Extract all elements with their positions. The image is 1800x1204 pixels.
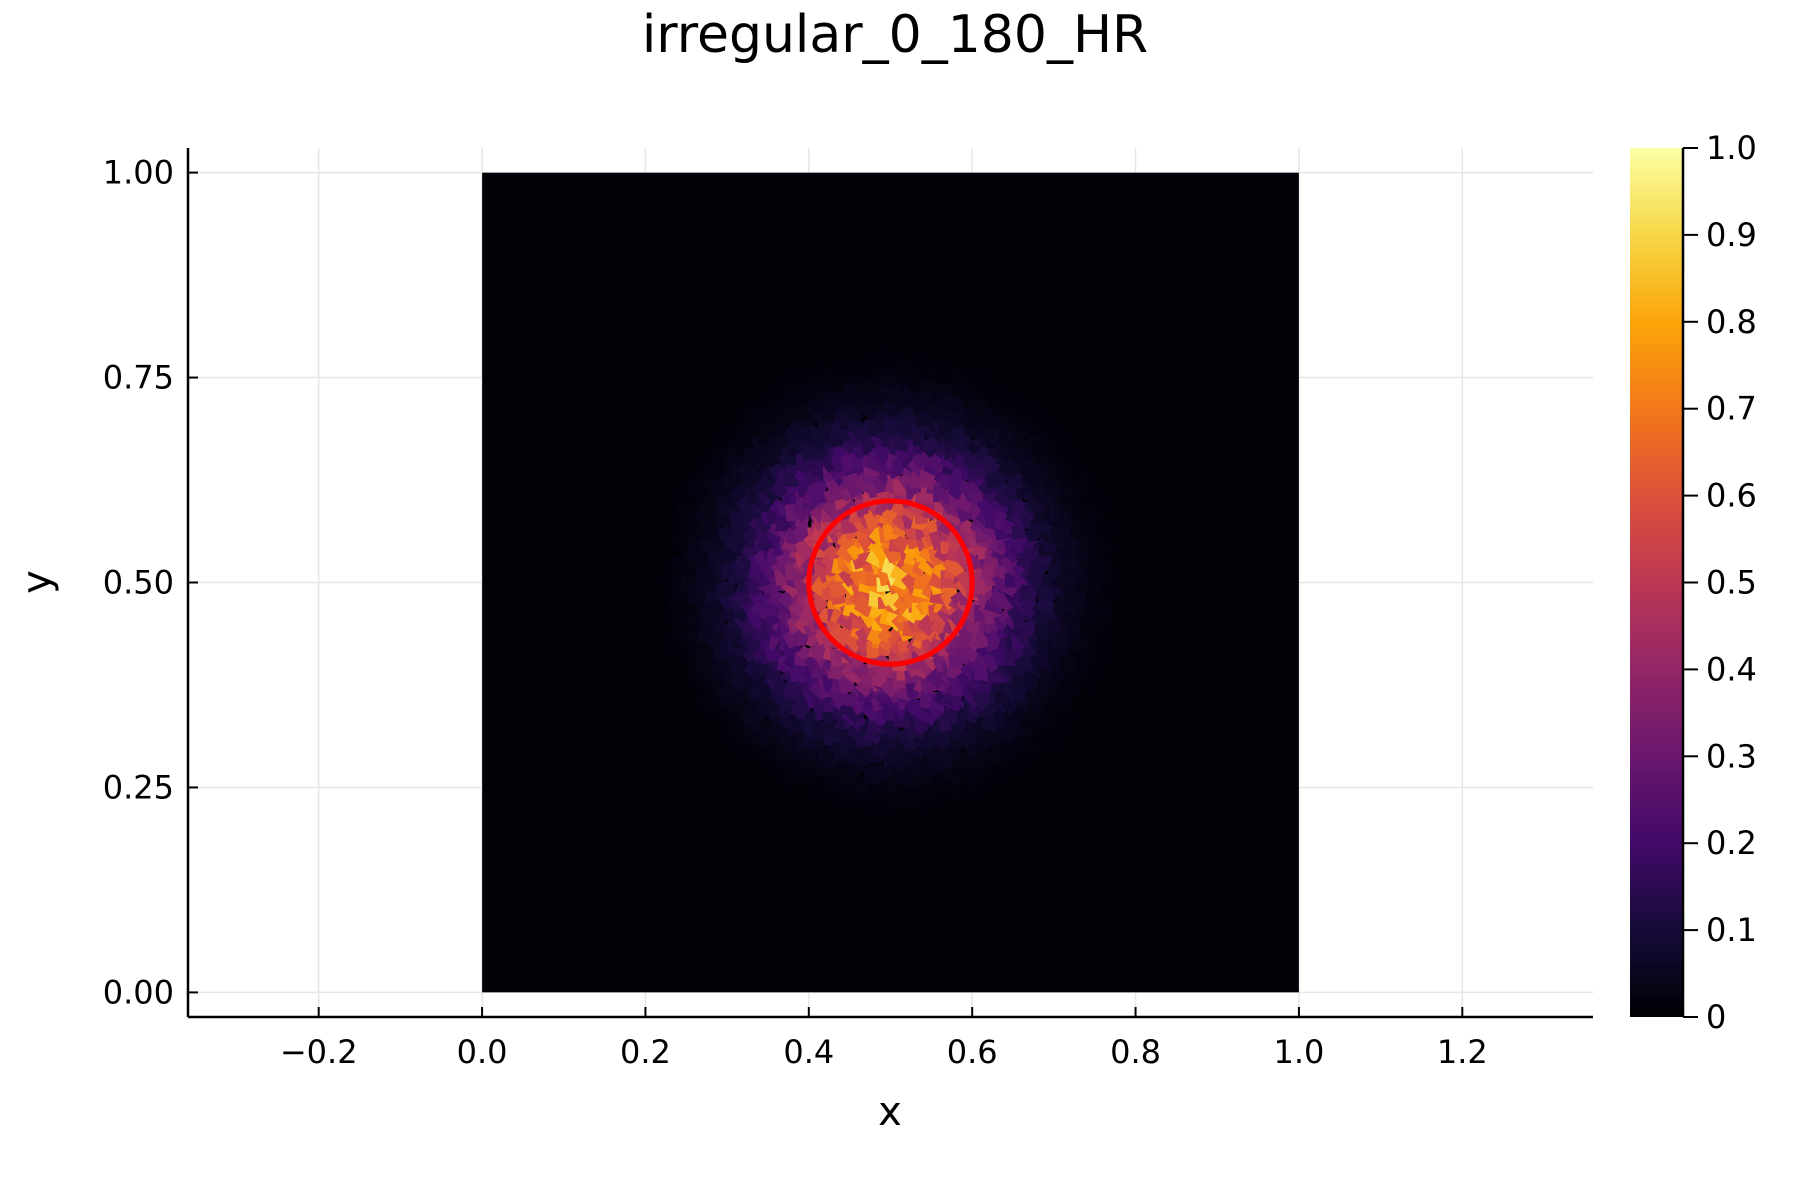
field-cell bbox=[1107, 588, 1120, 601]
field-cell bbox=[1011, 401, 1027, 417]
x-tick-label: 0.6 bbox=[947, 1033, 998, 1071]
y-axis-label: y bbox=[14, 570, 60, 594]
colorbar-tick-label: 0.1 bbox=[1706, 911, 1757, 949]
colorbar-tick-label: 0.6 bbox=[1706, 477, 1757, 515]
y-tick-label: 0.75 bbox=[103, 359, 174, 397]
y-tick-label: 0.50 bbox=[103, 564, 174, 602]
field-cell bbox=[1066, 682, 1081, 697]
colorbar-tick-label: 0.5 bbox=[1706, 564, 1757, 602]
colorbar-tick-label: 0.2 bbox=[1706, 824, 1757, 862]
y-tick-label: 0.25 bbox=[103, 768, 174, 806]
colorbar-tick-label: 0.9 bbox=[1706, 216, 1757, 254]
colorbar-tick-label: 0 bbox=[1706, 998, 1726, 1036]
y-tick-label: 1.00 bbox=[103, 154, 174, 192]
chart-title: irregular_0_180_HR bbox=[642, 5, 1148, 65]
y-tick-label: 0.00 bbox=[103, 973, 174, 1011]
colorbar-tick-label: 0.3 bbox=[1706, 737, 1757, 775]
x-axis-label: x bbox=[878, 1089, 902, 1135]
x-tick-label: 0.2 bbox=[620, 1033, 671, 1071]
y-ticks: 0.00 0.25 0.50 0.75 1.00 bbox=[103, 154, 198, 1012]
x-tick-label: 0.0 bbox=[457, 1033, 508, 1071]
colorbar-tick-label: 0.8 bbox=[1706, 303, 1757, 341]
field-cell bbox=[1087, 682, 1099, 694]
x-tick-label: 1.2 bbox=[1437, 1033, 1488, 1071]
field-cell bbox=[1093, 495, 1107, 509]
colorbar: 0 0.1 0.2 0.3 0.4 0.5 0.6 0.7 0.8 0.9 1.0 bbox=[1630, 129, 1757, 1036]
heatmap-field bbox=[482, 173, 1299, 993]
x-tick-label: 0.4 bbox=[783, 1033, 834, 1071]
colorbar-ticks: 0 0.1 0.2 0.3 0.4 0.5 0.6 0.7 0.8 0.9 1.0 bbox=[1683, 129, 1757, 1036]
colorbar-tick-label: 1.0 bbox=[1706, 129, 1757, 167]
x-tick-label: 0.8 bbox=[1110, 1033, 1161, 1071]
x-tick-label: 1.0 bbox=[1273, 1033, 1324, 1071]
colorbar-tick-label: 0.7 bbox=[1706, 390, 1757, 428]
colorbar-tick-label: 0.4 bbox=[1706, 650, 1757, 688]
colorbar-gradient bbox=[1630, 148, 1683, 1017]
x-tick-label: −0.2 bbox=[280, 1033, 358, 1071]
